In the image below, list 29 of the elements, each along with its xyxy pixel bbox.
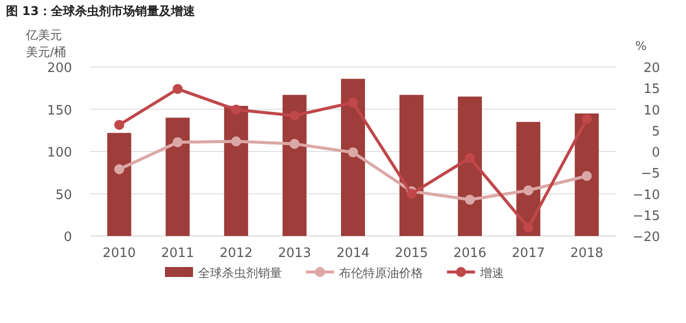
y2tick: 0 (652, 146, 660, 160)
legend: 布伦特原油价格 (339, 266, 423, 280)
y2label: % (635, 39, 647, 53)
xtick: 2012 (220, 246, 253, 261)
y2tick: −20 (632, 230, 660, 245)
xtick: 2011 (161, 246, 194, 261)
y2tick: 15 (643, 82, 660, 98)
ylabel: 亿美元美元/桶 (26, 27, 68, 61)
xtick: 2014 (336, 246, 370, 261)
y2tick: 5 (652, 124, 660, 140)
y2tick: −15 (632, 208, 660, 224)
xtick: 2015 (394, 246, 428, 261)
ytick: 100 (47, 146, 72, 160)
xtick: 2018 (570, 246, 604, 261)
y2tick: 20 (643, 61, 660, 76)
ytick: 0 (64, 230, 72, 245)
xtick: 2017 (512, 246, 545, 261)
y2tick: −5 (640, 166, 660, 182)
xtick: 2010 (102, 246, 136, 261)
ytick: 200 (47, 61, 72, 76)
ytick: 150 (47, 103, 72, 118)
xtick: 2013 (278, 246, 312, 261)
xtick: 2016 (453, 246, 486, 261)
title: 图 13：全球杀虫剂市场销量及增速 (6, 4, 195, 18)
legend: 全球杀虫剂销量 (198, 266, 282, 280)
legend: 增速 (480, 266, 504, 280)
y2tick: −10 (632, 188, 660, 203)
ytick: 50 (55, 188, 72, 203)
y2tick: 10 (643, 103, 660, 118)
